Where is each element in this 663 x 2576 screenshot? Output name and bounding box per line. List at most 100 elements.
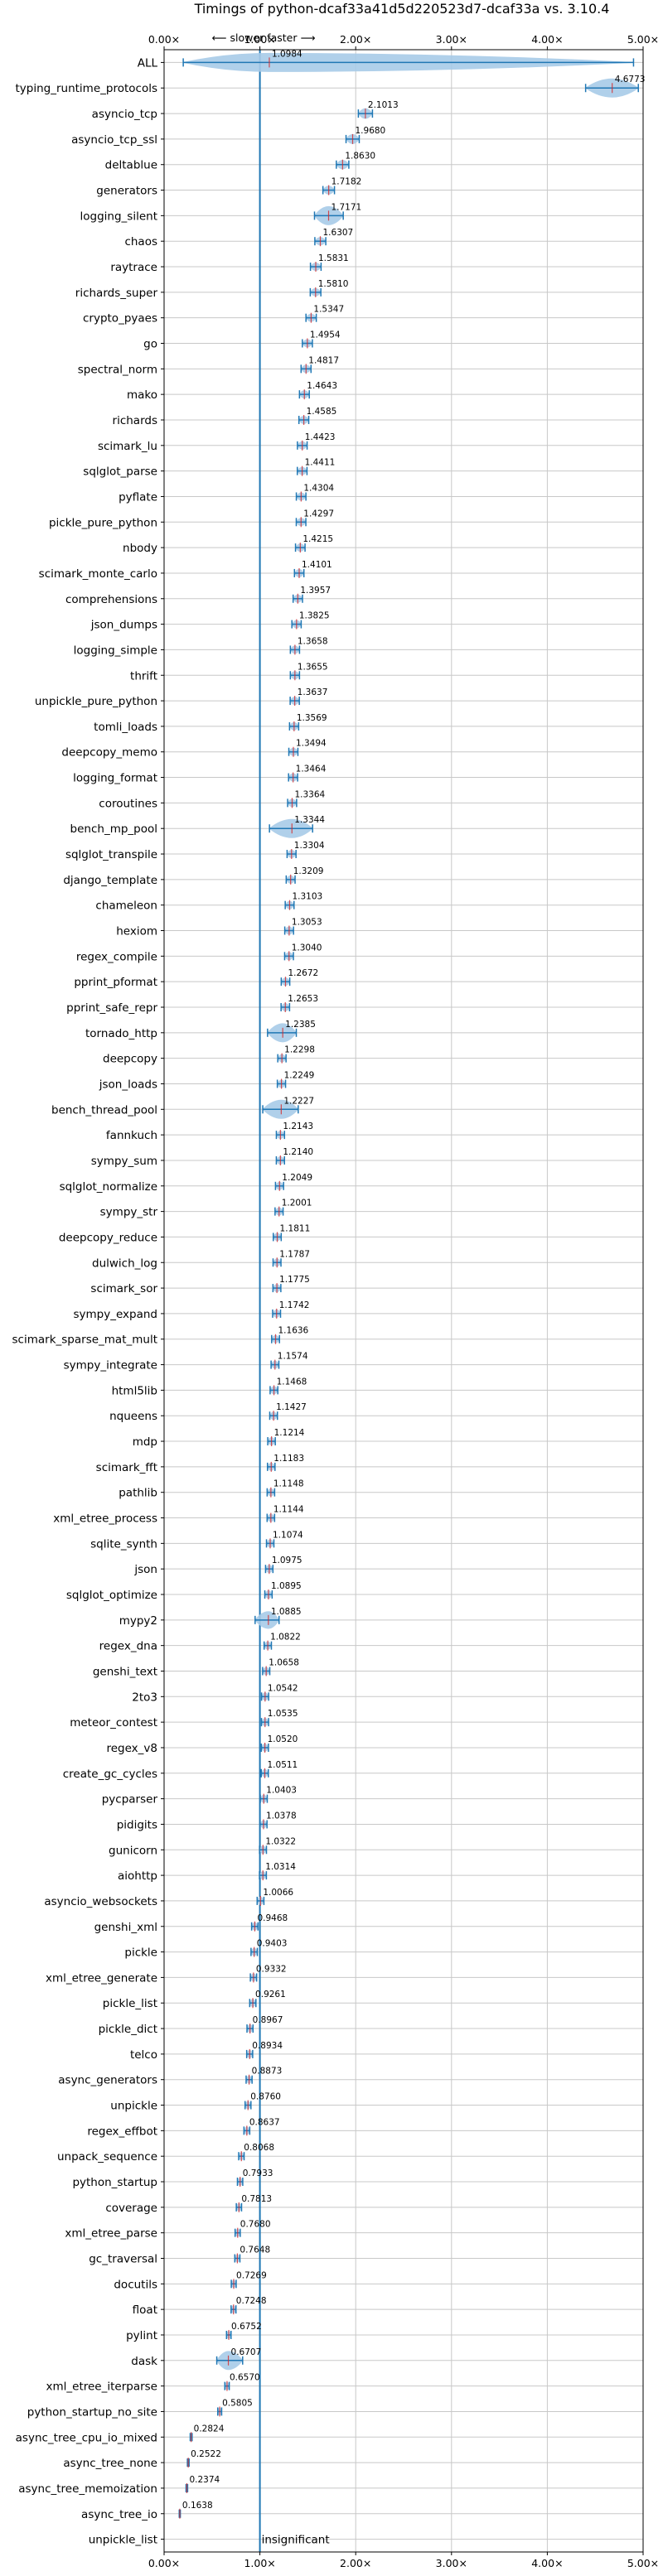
value-label: 1.5810 [318,279,349,289]
value-label: 1.0403 [266,1786,297,1796]
benchmark-label: deepcopy [103,1053,157,1066]
benchmark-label: scimark_fft [96,1461,157,1474]
value-label: 1.1787 [279,1249,310,1259]
benchmark-label: pprint_safe_repr [66,1001,157,1015]
value-label: 4.6773 [615,75,646,84]
benchmark-label: dulwich_log [92,1257,157,1270]
value-label: 1.3053 [292,918,322,928]
x-tick-label-bottom: 3.00× [436,2557,467,2569]
benchmark-label: bench_mp_pool [70,822,157,836]
benchmark-label: telco [130,2048,157,2062]
benchmark-label: regex_compile [76,950,157,963]
value-label: 1.3464 [296,765,327,774]
value-label: 1.3957 [300,586,331,596]
value-label: 0.9468 [257,1913,288,1923]
benchmark-label: dask [131,2355,157,2368]
value-label: 1.3209 [293,866,324,876]
benchmark-label: regex_v8 [106,1742,157,1755]
value-label: 1.3637 [298,687,328,697]
benchmark-label: chameleon [95,900,157,913]
benchmark-label: gc_traversal [89,2252,157,2265]
value-label: 1.0822 [270,1633,301,1643]
value-label: 1.2653 [288,994,318,1004]
value-label: 0.7680 [240,2220,271,2230]
value-label: 0.7933 [243,2168,273,2178]
benchmark-label: pprint_pformat [74,976,157,989]
benchmark-label: logging_silent [80,210,157,223]
value-label: 1.8630 [345,152,375,162]
x-tick-label-bottom: 5.00× [627,2557,659,2569]
value-label: 0.2824 [194,2424,225,2434]
benchmark-label: ALL [138,56,158,70]
benchmark-label: json_loads [99,1078,157,1091]
value-label: 1.4101 [302,560,332,570]
value-label: 1.0975 [272,1556,302,1565]
benchmark-label: json [133,1563,157,1576]
value-label: 1.1183 [273,1454,304,1464]
value-label: 1.0322 [265,1836,296,1846]
x-tick-label-bottom: 4.00× [531,2557,563,2569]
benchmark-label: generators [96,185,157,198]
value-label: 1.1144 [273,1505,304,1515]
value-label: 1.0658 [269,1657,299,1667]
value-label: 1.1427 [276,1402,307,1412]
x-tick-label-top: 0.00× [148,33,180,46]
benchmark-label: asyncio_tcp [92,108,157,121]
value-label: 1.7171 [331,202,361,212]
value-label: 1.4423 [305,432,336,442]
value-label: 1.4411 [305,458,336,468]
value-label: 1.5347 [313,305,344,315]
benchmark-label: richards_super [75,287,158,300]
benchmark-label: hexiom [116,925,157,938]
benchmark-label: genshi_text [93,1665,157,1678]
value-label: 1.3364 [294,789,325,799]
value-label: 1.2143 [283,1122,313,1131]
value-label: 0.6570 [230,2373,260,2383]
value-label: 1.0378 [266,1811,297,1821]
benchmark-label: pickle_pure_python [49,516,157,529]
value-label: 1.0984 [272,49,302,59]
value-label: 1.1636 [278,1326,309,1336]
x-tick-label-top: 3.00× [436,33,467,46]
benchmark-label: xml_etree_iterparse [46,2381,158,2394]
value-label: 0.6752 [231,2322,262,2332]
benchmark-label: thrift [130,669,157,683]
value-label: 1.1775 [279,1275,310,1285]
value-label: 1.4643 [307,381,337,391]
value-label: 1.4585 [307,407,337,417]
slower-faster-note: ⟵ slower faster ⟶ [212,31,316,44]
benchmark-label: create_gc_cycles [63,1768,157,1781]
value-label: 0.6707 [231,2347,262,2357]
value-label: 0.8068 [244,2143,274,2153]
grid-lines [163,50,644,2552]
benchmark-label: mdp [133,1435,157,1449]
benchmark-label: richards [113,414,157,427]
value-label: 1.3494 [296,739,327,749]
benchmark-label: sqlglot_parse [83,466,157,479]
benchmark-label: fannkuch [106,1129,157,1142]
benchmark-label: pathlib [119,1487,157,1500]
value-label: 1.4304 [303,483,334,493]
benchmark-label: django_template [63,874,157,887]
benchmark-label: chaos [124,235,157,248]
value-label: 0.8637 [249,2117,280,2127]
benchmark-label: meteor_contest [70,1716,157,1729]
benchmark-label: unpickle [110,2100,157,2113]
value-label: 1.4215 [302,534,333,544]
benchmark-label: coverage [105,2202,157,2215]
benchmark-label: typing_runtime_protocols [16,82,158,95]
benchmark-label: pidigits [117,1818,157,1831]
benchmark-label: genshi_xml [94,1921,157,1934]
value-label: 1.1742 [279,1300,310,1310]
insignificant-label: insignificant [262,2534,330,2547]
value-label: 1.4817 [308,355,339,365]
benchmark-label: xml_etree_generate [46,1971,157,1985]
benchmark-label: docutils [114,2278,157,2291]
benchmark-label: async_tree_cpu_io_mixed [16,2431,157,2444]
value-label: 1.0895 [271,1581,302,1591]
x-tick-label-bottom: 2.00× [340,2557,371,2569]
benchmark-label: raytrace [110,261,157,274]
category-labels: ALL typing_runtime_protocols asyncio_tcpas… [12,56,158,2546]
value-label: 1.1574 [278,1352,308,1362]
